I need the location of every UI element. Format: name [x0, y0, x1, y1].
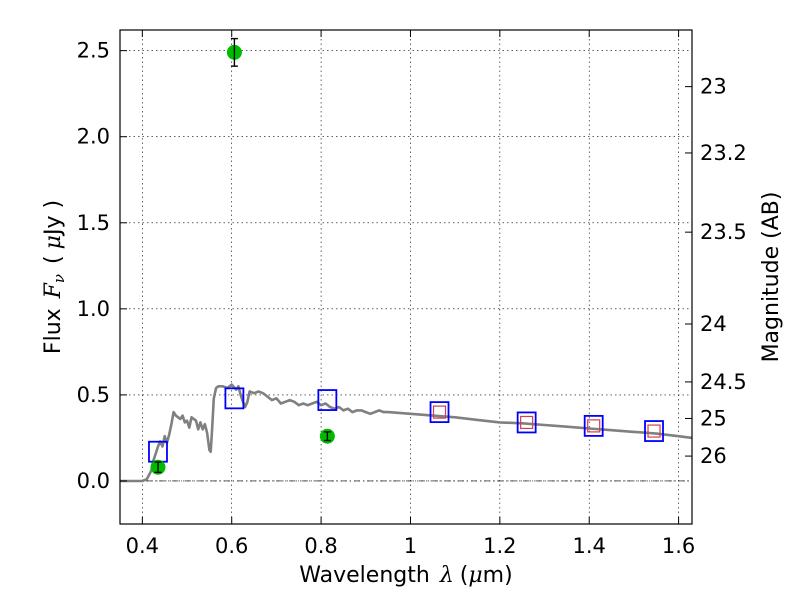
tick-layer: 0.4 0.6 0.8 1 1.2 1.4 1.6 0.0 0.5 1.0 1.5 2.0 2.5 23 2… [77, 30, 747, 558]
magnitude-tick-label: 23.5 [700, 220, 747, 244]
plot-frame [119, 29, 693, 525]
y-tick-label: 1.0 [77, 297, 110, 321]
magnitude-axis-label: Magnitude (AB) [759, 192, 784, 363]
x-tick-label: 1.6 [662, 534, 695, 558]
magnitude-tick-label: 24.5 [700, 370, 747, 394]
model-photometry-square [317, 389, 338, 411]
y-tick-label: 0.0 [77, 469, 110, 493]
x-tick-label: 0.8 [304, 534, 337, 558]
data-layer [120, 37, 693, 483]
y-tick-label: 2.5 [77, 39, 110, 63]
sed-model-line [120, 383, 693, 483]
magnitude-tick-label: 23.2 [700, 141, 747, 165]
grid-layer [120, 30, 692, 524]
model-photometry-square [516, 411, 537, 434]
model-photometry-square [224, 387, 245, 410]
x-tick-label: 1.4 [573, 534, 606, 558]
y-axis-label: FluxFν(μJy ) [41, 200, 68, 354]
x-axis-label: Wavelength λ (μm) [299, 563, 512, 588]
x-tick-label: 0.6 [215, 534, 248, 558]
y-tick-label: 1.5 [77, 211, 110, 235]
magnitude-tick-label: 25 [700, 406, 727, 430]
model-photometry-square [429, 401, 450, 424]
observed-upper-square [432, 405, 447, 419]
model-photometry-square [583, 414, 604, 437]
observed-upper-square [647, 424, 661, 438]
magnitude-tick-label: 24 [700, 312, 727, 336]
y-tick-label: 0.5 [77, 383, 110, 407]
y-tick-label: 2.0 [77, 125, 110, 149]
x-tick-label: 0.4 [126, 534, 159, 558]
magnitude-tick-label: 26 [700, 444, 727, 468]
observed-upper-square [520, 415, 534, 430]
magnitude-tick-label: 23 [700, 75, 727, 99]
observed-upper-square [587, 419, 601, 433]
x-tick-label: 1.2 [483, 534, 516, 558]
model-photometry-square [644, 420, 664, 442]
x-tick-label: 1 [404, 534, 417, 558]
